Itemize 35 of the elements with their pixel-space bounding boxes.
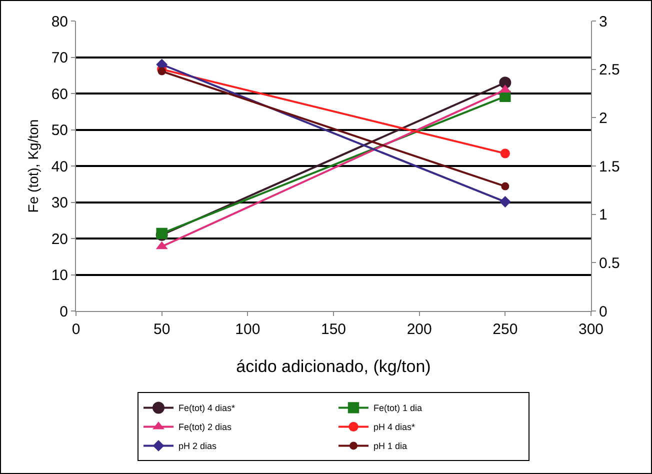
y2-tick-label: 2.5 bbox=[599, 62, 620, 79]
y-axis-title: Fe (tot), Kg/ton bbox=[25, 119, 41, 213]
y2-tick-label: 0.5 bbox=[599, 254, 620, 272]
point bbox=[499, 196, 511, 208]
y2-tick-label: 1.5 bbox=[599, 158, 620, 176]
y2-tick-label: 1 bbox=[599, 206, 608, 224]
x-tick-label: 50 bbox=[153, 321, 170, 338]
y-tick-label: 0 bbox=[60, 303, 68, 320]
x-tick-label: 250 bbox=[492, 321, 518, 338]
point bbox=[500, 148, 510, 158]
legend-label: pH 2 dias bbox=[178, 441, 218, 452]
x-axis-title: ácido adicionado, (kg/ton) bbox=[236, 357, 431, 376]
x-tick-label: 200 bbox=[406, 321, 432, 338]
legend-label: Fe(tot) 2 dias bbox=[178, 422, 232, 432]
legend-label: Fe(tot) 1 dia bbox=[374, 403, 422, 414]
point bbox=[158, 67, 166, 76]
y-tick-label: 40 bbox=[51, 158, 68, 176]
y-tick-label: 80 bbox=[51, 13, 68, 30]
x-tick-label: 150 bbox=[320, 321, 346, 338]
y-tick-label: 50 bbox=[51, 122, 68, 139]
y-tick-label: 20 bbox=[51, 230, 68, 248]
y-tick-label: 10 bbox=[51, 267, 68, 284]
legend-label: Fe(tot) 4 dias* bbox=[178, 403, 236, 414]
y2-tick-label: 2 bbox=[599, 110, 608, 127]
x-tick-label: 100 bbox=[235, 321, 260, 338]
y-tick-label: 30 bbox=[51, 194, 68, 212]
y-tick-label: 70 bbox=[51, 50, 68, 66]
x-tick-label: 300 bbox=[578, 321, 604, 338]
x-tick-label: 0 bbox=[72, 321, 80, 338]
point bbox=[501, 182, 510, 190]
y2-tick-label: 3 bbox=[599, 13, 608, 30]
y2-tick-label: 0 bbox=[599, 303, 608, 320]
legend-label: pH 1 dia bbox=[374, 441, 408, 452]
legend-label: pH 4 dias* bbox=[374, 422, 416, 432]
y-tick-label: 60 bbox=[51, 86, 68, 103]
